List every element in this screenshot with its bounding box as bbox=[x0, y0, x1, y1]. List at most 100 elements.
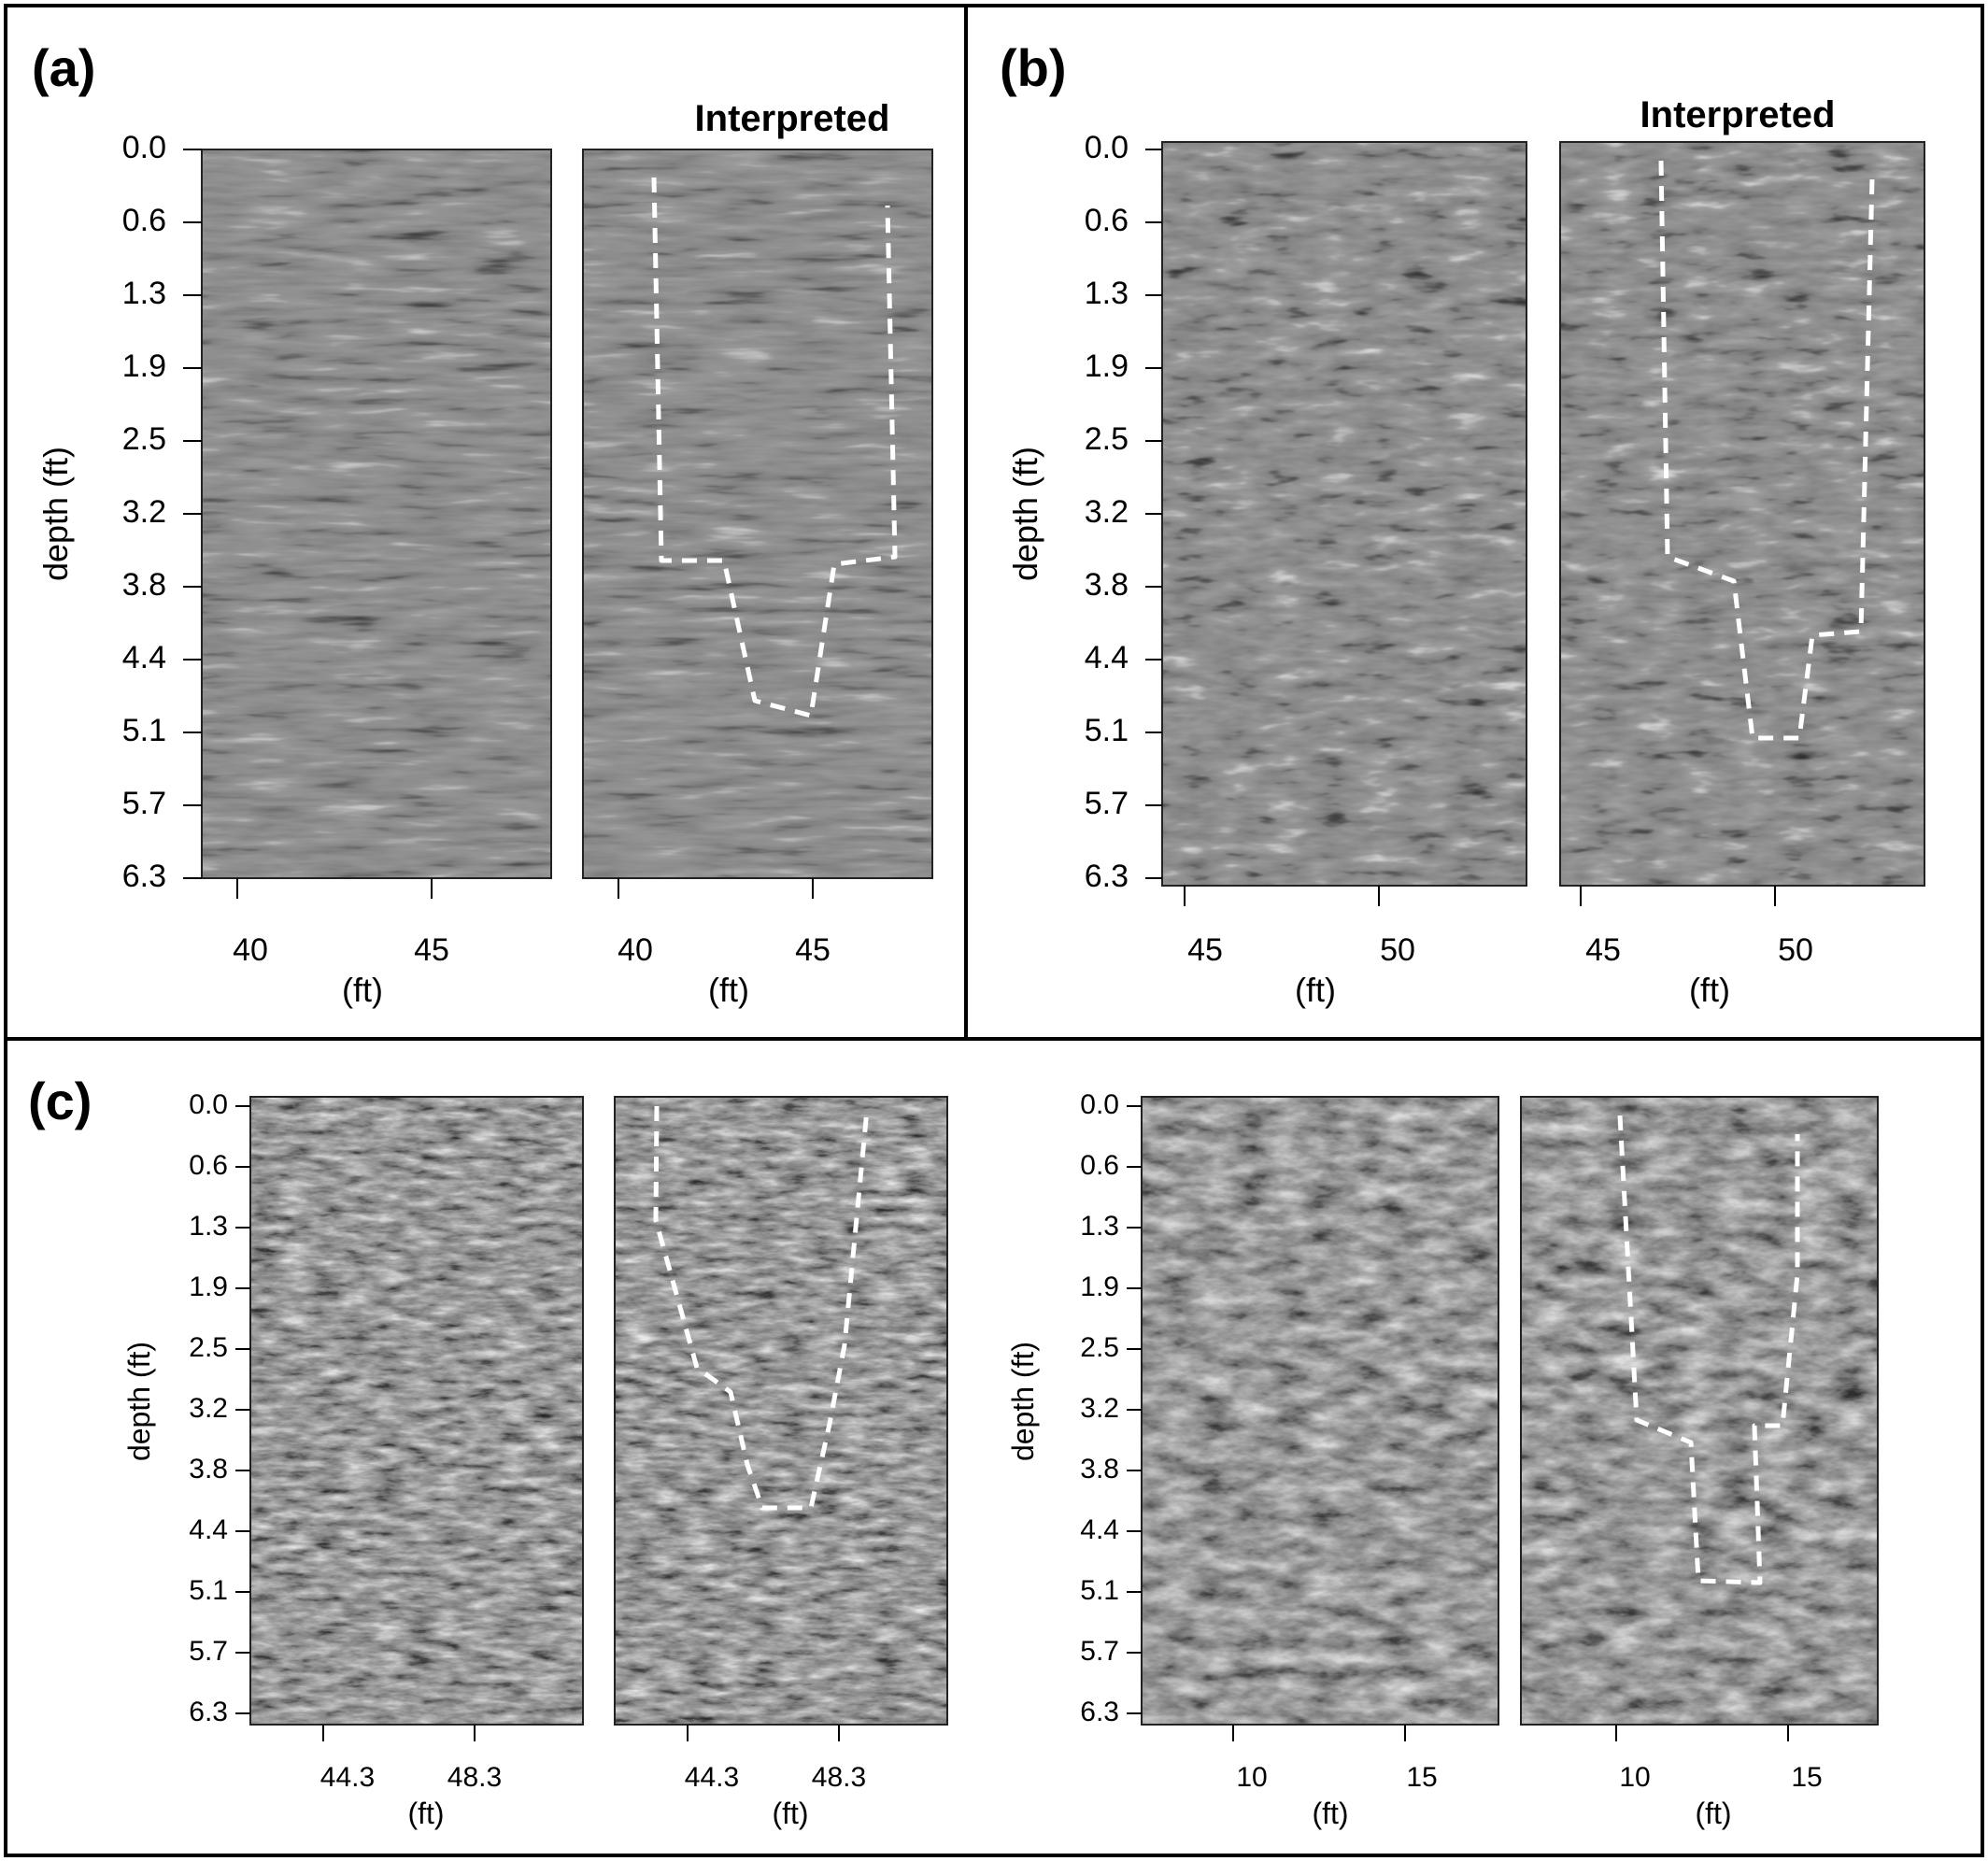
panel-b-interp-xtick-1: 50 bbox=[1778, 932, 1813, 968]
panel-a-y-ticks: 0.0 0.6 1.3 1.9 2.5 3.2 3.8 4.4 5.1 5.7 … bbox=[122, 130, 202, 894]
panel-c-right-interp-border bbox=[1520, 1096, 1879, 1726]
panel-a-raw-xtick-0: 40 bbox=[233, 932, 268, 968]
panel-c-left-ytick-6: 3.8 bbox=[189, 1454, 228, 1485]
panel-b-interp-border bbox=[1559, 141, 1925, 887]
panel-a: (a) Interpreted depth (ft) 0.0 0.6 1.3 1… bbox=[32, 38, 933, 1009]
panel-a-raw-x-label: (ft) bbox=[342, 971, 383, 1009]
panel-c-right-y-ticks: 0.0 0.6 1.3 1.9 2.5 3.2 3.8 4.4 5.1 5.7 … bbox=[1080, 1089, 1142, 1727]
panel-c-left-ytick-10: 6.3 bbox=[189, 1697, 228, 1727]
panel-a-ytick-6: 3.8 bbox=[122, 567, 166, 603]
panel-b-ytick-1: 0.6 bbox=[1085, 203, 1129, 238]
panel-c-left-raw-xtick-1: 48.3 bbox=[447, 1762, 502, 1793]
panel-c-right-ytick-9: 5.7 bbox=[1080, 1636, 1119, 1667]
panel-a-radargram-raw bbox=[202, 149, 551, 878]
panel-c-right-ytick-4: 2.5 bbox=[1080, 1332, 1119, 1363]
panel-c-left-ytick-0: 0.0 bbox=[189, 1089, 228, 1120]
panel-c-right-ytick-7: 4.4 bbox=[1080, 1514, 1119, 1545]
panel-c-left-ytick-9: 5.7 bbox=[189, 1636, 228, 1667]
panel-a-interp-x-label: (ft) bbox=[708, 971, 749, 1009]
panel-c-right-ytick-6: 3.8 bbox=[1080, 1454, 1119, 1485]
panel-c-left-ytick-2: 1.3 bbox=[189, 1211, 228, 1242]
panel-c-left-ytick-8: 5.1 bbox=[189, 1575, 228, 1606]
panel-b-ytick-0: 0.0 bbox=[1085, 130, 1129, 165]
panel-c-left-y-ticks: 0.0 0.6 1.3 1.9 2.5 3.2 3.8 4.4 5.1 5.7 … bbox=[189, 1089, 250, 1727]
panel-c-right-raw-xtick-1: 15 bbox=[1406, 1762, 1437, 1793]
panel-a-ytick-3: 1.9 bbox=[122, 348, 166, 384]
panel-label-c: (c) bbox=[28, 1072, 92, 1130]
panel-label-a: (a) bbox=[32, 38, 95, 97]
panel-b-ytick-10: 6.3 bbox=[1085, 859, 1129, 894]
panel-a-interpretation-outline bbox=[651, 177, 898, 718]
panel-b-radargram-interpreted bbox=[1560, 142, 1924, 886]
panel-c-left-ytick-4: 2.5 bbox=[189, 1332, 228, 1363]
panel-a-interpreted-title: Interpreted bbox=[695, 98, 890, 139]
panel-c-left-ytick-3: 1.9 bbox=[189, 1271, 228, 1302]
panel-c-left-ytick-7: 4.4 bbox=[189, 1514, 228, 1545]
panel-c-left-interp-x-label: (ft) bbox=[772, 1797, 808, 1830]
frame-panel-c bbox=[4, 1037, 1984, 1857]
panel-b-interp-xtick-0: 45 bbox=[1585, 932, 1621, 968]
panel-c-left-interpretation-outline bbox=[653, 1105, 870, 1511]
panel-c-right-interp-xtick-1: 15 bbox=[1791, 1762, 1822, 1793]
panel-b-ytick-7: 4.4 bbox=[1085, 640, 1129, 675]
panel-c-left-interp-xtick-0: 44.3 bbox=[685, 1762, 739, 1793]
panel-c-right-radargram-interpreted bbox=[1521, 1097, 1878, 1725]
panel-a-ytick-7: 4.4 bbox=[122, 640, 166, 675]
panel-c-right-interpretation-outline bbox=[1617, 1115, 1800, 1585]
panel-c-right-ytick-5: 3.2 bbox=[1080, 1393, 1119, 1424]
panel-b-interpretation-outline bbox=[1658, 160, 1875, 741]
panel-b-ytick-6: 3.8 bbox=[1085, 567, 1129, 603]
panel-a-ytick-2: 1.3 bbox=[122, 276, 166, 311]
panel-a-ytick-9: 5.7 bbox=[122, 786, 166, 821]
panel-a-ytick-5: 3.2 bbox=[122, 494, 166, 530]
panel-b-ytick-4: 2.5 bbox=[1085, 421, 1129, 457]
panel-c-left-interp-xtick-1: 48.3 bbox=[812, 1762, 866, 1793]
panel-c-right-interp-xtick-0: 10 bbox=[1619, 1762, 1650, 1793]
panel-b-raw-xtick-1: 50 bbox=[1380, 932, 1415, 968]
panel-c-right-ytick-8: 5.1 bbox=[1080, 1575, 1119, 1606]
panel-c-right-ytick-1: 0.6 bbox=[1080, 1150, 1119, 1181]
panel-b-ytick-8: 5.1 bbox=[1085, 713, 1129, 748]
panel-a-ytick-1: 0.6 bbox=[122, 203, 166, 238]
panel-c-left-ytick-5: 3.2 bbox=[189, 1393, 228, 1424]
panel-a-interp-border bbox=[582, 149, 933, 879]
panel-c-right-interp-x-label: (ft) bbox=[1695, 1797, 1731, 1830]
panel-c-left-raw-xtick-0: 44.3 bbox=[320, 1762, 375, 1793]
panel-a-y-label: depth (ft) bbox=[36, 447, 75, 581]
panel-c-right-raw-xtick-0: 10 bbox=[1236, 1762, 1267, 1793]
panel-c-left-ytick-1: 0.6 bbox=[189, 1150, 228, 1181]
panel-c-left-radargram-raw bbox=[250, 1097, 583, 1725]
panel-c-right: depth (ft) 0.0 0.6 1.3 1.9 2.5 3.2 3.8 4… bbox=[1006, 1089, 1879, 1830]
panel-a-ytick-4: 2.5 bbox=[122, 421, 166, 457]
panel-c-right-ytick-0: 0.0 bbox=[1080, 1089, 1119, 1120]
panel-c-left-raw-x-label: (ft) bbox=[407, 1797, 444, 1830]
panel-a-radargram-interpreted bbox=[583, 149, 932, 878]
panel-b-y-label: depth (ft) bbox=[1006, 447, 1044, 581]
panel-c-left-y-label: depth (ft) bbox=[122, 1342, 156, 1461]
panel-c-right-raw-x-label: (ft) bbox=[1312, 1797, 1348, 1830]
panel-c-right-radargram-raw bbox=[1142, 1097, 1498, 1725]
panel-c-right-ytick-10: 6.3 bbox=[1080, 1697, 1119, 1727]
panel-b-ytick-3: 1.9 bbox=[1085, 348, 1129, 384]
panel-label-b: (b) bbox=[1000, 38, 1067, 97]
panel-c-left-radargram-interpreted bbox=[615, 1097, 947, 1725]
panel-b-raw-x-label: (ft) bbox=[1295, 971, 1336, 1009]
panel-c-left: (c) depth (ft) 0.0 0.6 1.3 1.9 2.5 3.2 3… bbox=[28, 1072, 948, 1830]
panel-b-y-ticks: 0.0 0.6 1.3 1.9 2.5 3.2 3.8 4.4 5.1 5.7 … bbox=[1085, 130, 1162, 894]
panel-c-right-ytick-3: 1.9 bbox=[1080, 1271, 1119, 1302]
panel-b: (b) Interpreted depth (ft) 0.0 0.6 1.3 1… bbox=[1000, 38, 1925, 1009]
panel-c-right-ytick-2: 1.3 bbox=[1080, 1211, 1119, 1242]
panel-a-ytick-8: 5.1 bbox=[122, 713, 166, 748]
panel-a-ytick-10: 6.3 bbox=[122, 859, 166, 894]
panel-b-ytick-2: 1.3 bbox=[1085, 276, 1129, 311]
panel-b-interpreted-title: Interpreted bbox=[1640, 94, 1836, 135]
panel-a-interp-xtick-0: 40 bbox=[618, 932, 653, 968]
panel-b-ytick-5: 3.2 bbox=[1085, 494, 1129, 530]
panel-c-left-interp-border bbox=[614, 1096, 948, 1726]
panel-c-right-y-label: depth (ft) bbox=[1006, 1342, 1040, 1461]
panel-a-interp-xtick-1: 45 bbox=[795, 932, 831, 968]
panel-a-ytick-0: 0.0 bbox=[122, 130, 166, 165]
panel-b-interp-x-label: (ft) bbox=[1689, 971, 1730, 1009]
panel-a-raw-xtick-1: 45 bbox=[414, 932, 449, 968]
